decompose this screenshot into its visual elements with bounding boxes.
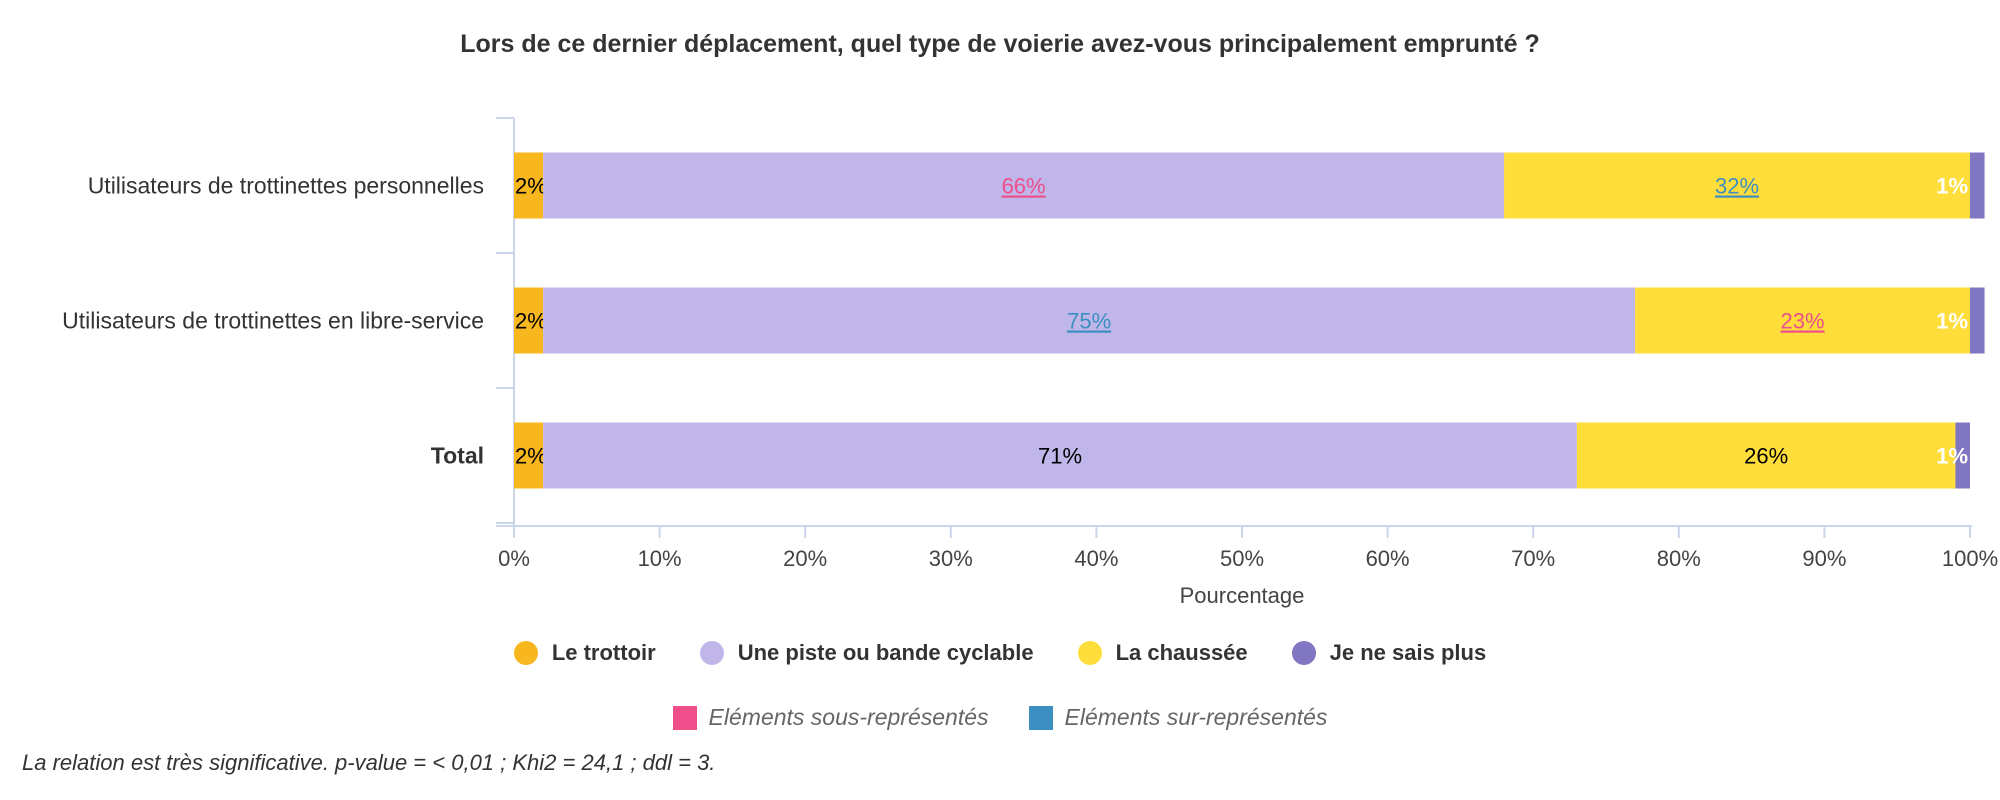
significance-square-icon (1028, 705, 1053, 730)
x-tick-label: 90% (1802, 546, 1846, 571)
data-label: 2% (515, 309, 547, 334)
x-tick-label: 20% (783, 546, 827, 571)
data-label: 1% (1936, 309, 1968, 334)
bar-segment (514, 287, 544, 354)
x-axis-title: Pourcentage (1180, 583, 1305, 608)
x-tick-label: 70% (1511, 546, 1555, 571)
data-label: 75% (1067, 309, 1111, 334)
data-label: 1% (1936, 174, 1968, 199)
bar-segment (1576, 422, 1956, 489)
legend-item[interactable]: La chaussée (1077, 640, 1248, 666)
bar-segment (514, 152, 544, 219)
data-label: 71% (1038, 444, 1082, 469)
bar-segment (543, 422, 1577, 489)
category-label: Utilisateurs de trottinettes personnelle… (88, 173, 484, 199)
legend-marker-icon (1291, 641, 1316, 665)
x-tick-label: 30% (929, 546, 973, 571)
legend-label: Une piste ou bande cyclable (737, 640, 1034, 665)
legend-item[interactable]: Le trottoir (513, 640, 656, 666)
data-label: 32% (1715, 174, 1759, 199)
category-label: Utilisateurs de trottinettes en libre-se… (62, 308, 484, 334)
x-tick-label: 50% (1220, 546, 1264, 571)
x-tick-label: 0% (498, 546, 530, 571)
bar-segment (1970, 287, 1985, 354)
legend-label: Je ne sais plus (1329, 640, 1487, 665)
bar-segment (1955, 422, 1970, 489)
data-label: 66% (1002, 174, 1046, 199)
category-label: Total (431, 443, 484, 469)
chart-title: Lors de ce dernier déplacement, quel typ… (460, 30, 1540, 58)
legend-marker-icon (513, 641, 538, 665)
bar-segment (1504, 152, 1970, 219)
bar-segment (1970, 152, 1985, 219)
x-tick-label: 10% (638, 546, 682, 571)
bar-segment (543, 152, 1505, 219)
x-tick-label: 80% (1657, 546, 1701, 571)
bar-segment (543, 287, 1636, 354)
significance-label: Eléments sous-représentés (708, 704, 989, 730)
x-tick-label: 100% (1942, 546, 1998, 571)
data-label: 1% (1936, 444, 1968, 469)
data-label: 2% (515, 444, 547, 469)
stacked-bar-chart: 0% 10% 20% 30% 40% 50% 60% 70% 80% 90% 100% Pourcen… (62, 117, 1998, 608)
bar-segment (1635, 287, 1970, 354)
significance-legend: Eléments sous-représentés Eléments sur-re… (0, 704, 2000, 731)
legend-label: Le trottoir (551, 640, 656, 665)
data-label: 23% (1781, 309, 1825, 334)
legend-label: La chaussée (1115, 640, 1248, 665)
data-label: 26% (1744, 444, 1788, 469)
legend-item[interactable]: Une piste ou bande cyclable (699, 640, 1034, 666)
statistical-footnote: La relation est très significative. p-va… (22, 750, 716, 775)
x-tick-label: 60% (1366, 546, 1410, 571)
significance-legend-item: Eléments sur-représentés (1028, 704, 1328, 731)
legend-item[interactable]: Je ne sais plus (1291, 640, 1487, 666)
chart-legend: Le trottoir Une piste ou bande cyclable La… (0, 640, 2000, 666)
significance-label: Eléments sur-représentés (1064, 704, 1328, 730)
significance-legend-item: Eléments sous-représentés (672, 704, 989, 731)
x-tick-label: 40% (1074, 546, 1118, 571)
legend-marker-icon (1077, 641, 1102, 665)
data-label: 2% (515, 174, 547, 199)
legend-marker-icon (699, 641, 724, 665)
bar-segment (514, 422, 544, 489)
significance-square-icon (672, 705, 697, 730)
